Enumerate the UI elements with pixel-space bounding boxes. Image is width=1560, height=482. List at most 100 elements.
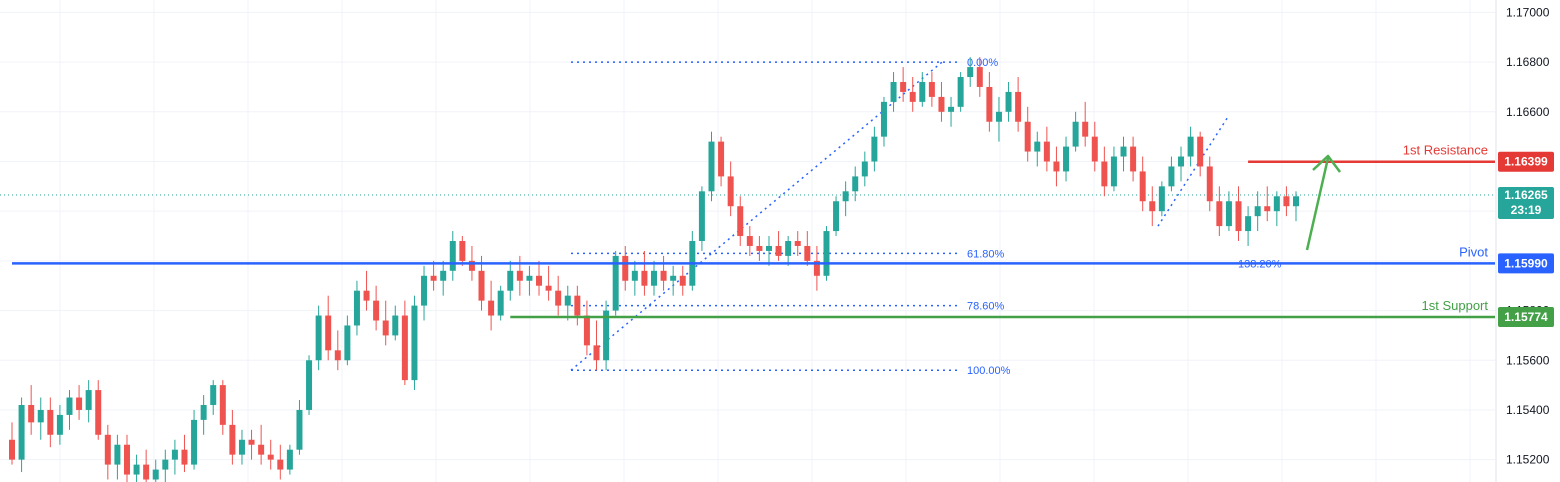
- candle-bullish[interactable]: [353, 290, 360, 326]
- candle-bearish[interactable]: [468, 260, 475, 271]
- candle-bullish[interactable]: [823, 231, 830, 276]
- candle-bearish[interactable]: [909, 91, 916, 102]
- candle-bearish[interactable]: [1216, 201, 1223, 227]
- candle-bearish[interactable]: [1082, 121, 1089, 137]
- candle-bearish[interactable]: [1015, 91, 1022, 122]
- candle-bullish[interactable]: [603, 310, 610, 361]
- candle-bullish[interactable]: [564, 295, 571, 306]
- candle-bearish[interactable]: [459, 241, 466, 261]
- fib-extension-trend-line[interactable]: [1157, 116, 1229, 227]
- candle-bullish[interactable]: [171, 449, 178, 460]
- candle-bearish[interactable]: [928, 81, 935, 97]
- candle-bullish[interactable]: [785, 241, 792, 256]
- candle-bullish[interactable]: [890, 81, 897, 102]
- candle-bearish[interactable]: [1149, 201, 1156, 212]
- candle-bearish[interactable]: [622, 255, 629, 281]
- candle-bearish[interactable]: [574, 295, 581, 316]
- candle-bullish[interactable]: [200, 404, 207, 420]
- candle-bearish[interactable]: [775, 245, 782, 256]
- candle-bearish[interactable]: [583, 315, 590, 346]
- candle-bearish[interactable]: [219, 385, 226, 425]
- candle-bearish[interactable]: [478, 270, 485, 301]
- candle-bearish[interactable]: [430, 275, 437, 281]
- candle-bullish[interactable]: [880, 101, 887, 137]
- candle-bearish[interactable]: [28, 404, 35, 423]
- candle-bullish[interactable]: [449, 241, 456, 271]
- candle-bullish[interactable]: [995, 111, 1002, 122]
- candle-bullish[interactable]: [871, 136, 878, 162]
- candle-bullish[interactable]: [306, 360, 313, 410]
- candle-bullish[interactable]: [152, 469, 159, 480]
- candle-bullish[interactable]: [1063, 146, 1070, 172]
- candle-bullish[interactable]: [919, 81, 926, 102]
- candle-bullish[interactable]: [852, 176, 859, 192]
- candle-bullish[interactable]: [238, 439, 245, 455]
- candle-bearish[interactable]: [545, 285, 552, 291]
- candle-bullish[interactable]: [1005, 91, 1012, 112]
- candle-bullish[interactable]: [1110, 156, 1117, 187]
- candle-bullish[interactable]: [631, 270, 638, 281]
- price-axis[interactable]: 1.170001.168001.166001.164001.162001.160…: [1495, 0, 1550, 482]
- candle-bearish[interactable]: [718, 141, 725, 177]
- candle-bearish[interactable]: [1130, 146, 1137, 172]
- candle-bearish[interactable]: [813, 260, 820, 276]
- candle-bullish[interactable]: [1254, 206, 1261, 217]
- candle-bearish[interactable]: [804, 245, 811, 261]
- candle-bearish[interactable]: [1101, 161, 1108, 187]
- candle-bearish[interactable]: [325, 315, 332, 351]
- candle-bullish[interactable]: [861, 161, 868, 177]
- candle-bearish[interactable]: [258, 444, 265, 455]
- candle-bullish[interactable]: [37, 409, 44, 423]
- candle-bullish[interactable]: [765, 245, 772, 251]
- candle-bullish[interactable]: [612, 255, 619, 311]
- candle-bearish[interactable]: [641, 270, 648, 286]
- candle-bullish[interactable]: [18, 404, 25, 460]
- candle-bearish[interactable]: [488, 300, 495, 316]
- candle-bullish[interactable]: [957, 77, 964, 107]
- candle-bullish[interactable]: [1120, 146, 1127, 157]
- candle-bearish[interactable]: [536, 275, 543, 286]
- candle-bullish[interactable]: [344, 325, 351, 361]
- candle-bullish[interactable]: [497, 290, 504, 316]
- candle-bullish[interactable]: [392, 315, 399, 336]
- candle-bearish[interactable]: [900, 81, 907, 92]
- candle-bullish[interactable]: [967, 67, 974, 78]
- candle-bearish[interactable]: [1235, 201, 1242, 232]
- candlesticks[interactable]: [9, 57, 1299, 482]
- candle-bullish[interactable]: [56, 414, 63, 435]
- candle-bearish[interactable]: [248, 439, 255, 445]
- candle-bearish[interactable]: [976, 67, 983, 87]
- candle-bearish[interactable]: [986, 86, 993, 122]
- candle-bullish[interactable]: [296, 409, 303, 450]
- candle-bearish[interactable]: [401, 315, 408, 381]
- candle-bearish[interactable]: [1283, 196, 1290, 207]
- candle-bearish[interactable]: [277, 459, 284, 470]
- candle-bullish[interactable]: [670, 275, 677, 281]
- candle-bearish[interactable]: [660, 270, 667, 281]
- candle-bullish[interactable]: [1178, 156, 1185, 167]
- candle-bullish[interactable]: [210, 385, 217, 405]
- candle-bullish[interactable]: [1072, 121, 1079, 147]
- candle-bearish[interactable]: [1024, 121, 1031, 152]
- candle-bullish[interactable]: [842, 191, 849, 202]
- candle-bullish[interactable]: [85, 390, 92, 410]
- candle-bearish[interactable]: [1053, 161, 1060, 172]
- candle-bearish[interactable]: [47, 409, 54, 435]
- candle-bearish[interactable]: [181, 449, 188, 465]
- candle-bearish[interactable]: [267, 454, 274, 460]
- candle-bullish[interactable]: [708, 141, 715, 192]
- candle-bullish[interactable]: [191, 419, 198, 465]
- candle-bullish[interactable]: [1293, 196, 1299, 207]
- candle-bullish[interactable]: [286, 449, 293, 470]
- candle-bearish[interactable]: [143, 464, 150, 480]
- candle-bullish[interactable]: [133, 464, 140, 475]
- candle-bearish[interactable]: [229, 424, 236, 455]
- candle-bearish[interactable]: [1206, 166, 1213, 202]
- candle-bullish[interactable]: [162, 459, 169, 470]
- candle-bearish[interactable]: [679, 275, 686, 286]
- candle-bearish[interactable]: [1139, 171, 1146, 202]
- candle-bearish[interactable]: [1043, 141, 1050, 162]
- candle-bullish[interactable]: [1225, 201, 1232, 227]
